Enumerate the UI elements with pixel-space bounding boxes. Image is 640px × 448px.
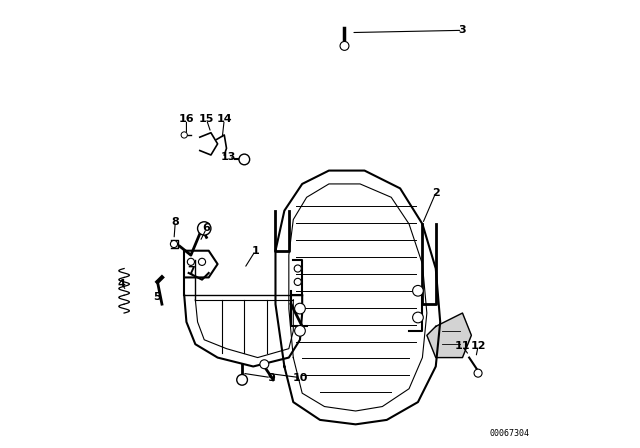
Text: 7: 7 — [187, 266, 195, 276]
Text: 9: 9 — [267, 373, 275, 383]
Circle shape — [340, 42, 349, 50]
Circle shape — [294, 303, 305, 314]
Text: 11: 11 — [455, 341, 470, 351]
Text: 12: 12 — [470, 341, 486, 351]
Text: 4: 4 — [118, 279, 126, 289]
Circle shape — [181, 132, 188, 138]
Text: 3: 3 — [459, 26, 467, 35]
Text: 14: 14 — [216, 114, 232, 125]
Circle shape — [237, 375, 248, 385]
Text: 00067304: 00067304 — [489, 429, 529, 438]
Circle shape — [239, 154, 250, 165]
Text: 5: 5 — [154, 293, 161, 302]
Text: 6: 6 — [202, 224, 211, 233]
Text: 13: 13 — [221, 152, 236, 162]
Text: 1: 1 — [252, 246, 259, 256]
Text: 16: 16 — [179, 114, 195, 125]
Polygon shape — [427, 313, 472, 358]
Circle shape — [260, 360, 269, 369]
Circle shape — [198, 222, 211, 235]
Circle shape — [294, 278, 301, 285]
Polygon shape — [275, 171, 440, 424]
Circle shape — [188, 258, 195, 265]
Circle shape — [474, 369, 482, 377]
Text: 15: 15 — [199, 114, 214, 125]
Text: 8: 8 — [172, 217, 179, 227]
Circle shape — [413, 285, 423, 296]
Circle shape — [413, 312, 423, 323]
Circle shape — [198, 258, 205, 265]
Text: 10: 10 — [292, 373, 308, 383]
Circle shape — [294, 326, 305, 336]
Circle shape — [294, 265, 301, 272]
Text: 2: 2 — [432, 188, 440, 198]
Circle shape — [170, 241, 177, 248]
